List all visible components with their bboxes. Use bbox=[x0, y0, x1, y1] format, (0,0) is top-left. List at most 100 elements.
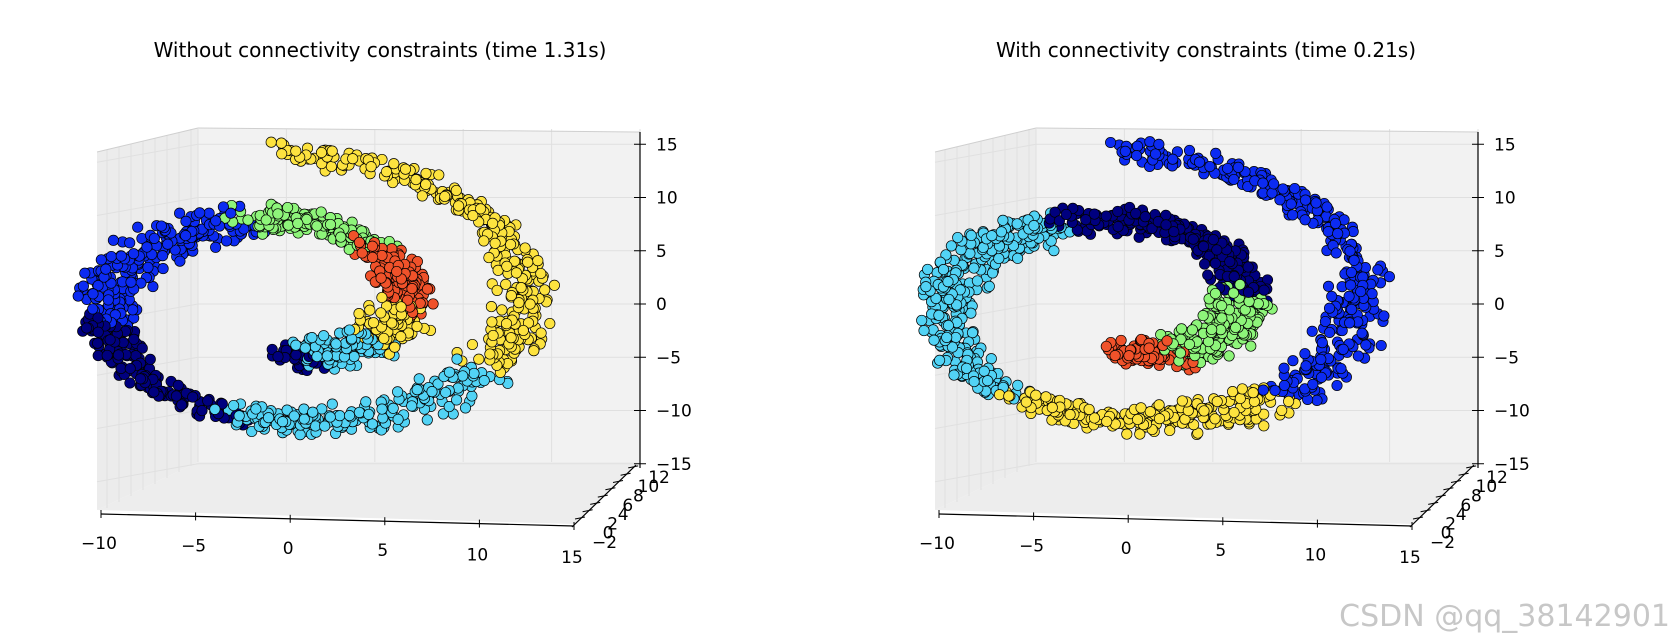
data-point bbox=[1134, 428, 1146, 440]
data-point bbox=[467, 210, 479, 222]
data-point bbox=[1160, 219, 1172, 231]
z-tick-label: −15 bbox=[656, 455, 692, 475]
data-point bbox=[315, 206, 327, 218]
data-point bbox=[347, 153, 359, 165]
x-tick-label: 10 bbox=[1305, 546, 1327, 566]
data-point bbox=[1228, 406, 1240, 419]
data-point bbox=[180, 215, 192, 227]
data-point bbox=[971, 275, 983, 287]
data-point bbox=[392, 413, 404, 425]
data-point bbox=[421, 414, 433, 426]
data-point bbox=[326, 145, 338, 157]
data-point bbox=[1139, 211, 1151, 223]
data-point bbox=[1209, 257, 1221, 269]
data-point bbox=[918, 325, 930, 337]
data-point bbox=[1175, 323, 1188, 335]
data-point bbox=[174, 255, 186, 267]
data-point bbox=[487, 329, 499, 342]
data-point bbox=[375, 272, 387, 284]
data-point bbox=[148, 386, 160, 398]
data-point bbox=[1346, 303, 1358, 315]
data-point bbox=[966, 327, 979, 339]
y-tick-label: 6 bbox=[1460, 496, 1471, 516]
data-point bbox=[389, 341, 401, 353]
data-point bbox=[353, 406, 365, 418]
data-point bbox=[1003, 390, 1015, 402]
data-point bbox=[1322, 280, 1335, 292]
data-point bbox=[1161, 335, 1173, 347]
x-axis-line bbox=[100, 513, 575, 527]
x-axis-line bbox=[938, 513, 1413, 527]
data-point bbox=[1121, 428, 1133, 440]
grid-line-z-side bbox=[934, 197, 1037, 216]
x-tick-label: 0 bbox=[283, 539, 294, 559]
data-point bbox=[1283, 395, 1295, 407]
data-point bbox=[1216, 300, 1228, 312]
data-point bbox=[1306, 325, 1318, 337]
y-tick bbox=[1420, 509, 1431, 513]
data-point bbox=[496, 304, 508, 316]
data-point bbox=[1080, 214, 1092, 226]
data-point bbox=[539, 284, 551, 296]
y-tick bbox=[1428, 501, 1439, 505]
data-point bbox=[532, 255, 544, 267]
data-point bbox=[360, 396, 372, 408]
data-point bbox=[1100, 210, 1112, 222]
data-point bbox=[1378, 310, 1390, 322]
data-point bbox=[157, 263, 169, 275]
pane-edge bbox=[197, 127, 641, 133]
data-point bbox=[1209, 413, 1221, 425]
data-point bbox=[1211, 244, 1223, 256]
data-point bbox=[292, 217, 304, 229]
data-point bbox=[519, 242, 531, 254]
data-point bbox=[453, 200, 465, 212]
data-point bbox=[468, 367, 480, 379]
data-point bbox=[1132, 413, 1144, 426]
x-tick-label: 15 bbox=[561, 548, 583, 568]
x-tick-label: −10 bbox=[919, 534, 955, 554]
grid-line-z-side bbox=[96, 410, 199, 429]
data-point bbox=[985, 353, 997, 365]
grid-line-z-side bbox=[96, 143, 199, 163]
data-point bbox=[1316, 337, 1328, 349]
data-point bbox=[965, 307, 977, 319]
data-point bbox=[443, 401, 455, 413]
data-point bbox=[1345, 266, 1357, 278]
data-point bbox=[170, 390, 182, 402]
data-point bbox=[916, 314, 928, 326]
data-point bbox=[1310, 197, 1322, 209]
data-point bbox=[1183, 338, 1196, 350]
y-tick-label: 12 bbox=[1486, 468, 1508, 488]
data-point bbox=[933, 309, 945, 321]
data-point bbox=[459, 402, 472, 414]
data-point bbox=[426, 386, 438, 398]
y-tick bbox=[582, 509, 593, 513]
data-point bbox=[196, 405, 208, 417]
y-tick-label: 4 bbox=[1456, 505, 1467, 525]
data-point bbox=[1083, 403, 1095, 415]
data-point bbox=[217, 201, 229, 213]
z-tick-label: −5 bbox=[1494, 348, 1519, 368]
data-point bbox=[318, 330, 330, 342]
data-point bbox=[128, 248, 140, 260]
y-tick-label: 8 bbox=[633, 487, 644, 507]
x-tick-label: 0 bbox=[1121, 539, 1132, 559]
y-tick bbox=[1458, 472, 1469, 476]
data-point bbox=[1372, 264, 1384, 276]
data-point bbox=[1278, 362, 1290, 374]
data-point bbox=[993, 389, 1006, 401]
data-point bbox=[246, 425, 258, 438]
data-point bbox=[365, 161, 377, 173]
data-point bbox=[1028, 220, 1040, 232]
data-point bbox=[968, 376, 980, 388]
data-point bbox=[1227, 287, 1240, 299]
data-point bbox=[1287, 209, 1299, 221]
data-point bbox=[1186, 324, 1198, 336]
floor-pane bbox=[97, 462, 640, 524]
y-tick-label: 2 bbox=[607, 514, 618, 534]
data-point bbox=[290, 349, 302, 361]
data-point bbox=[1202, 269, 1214, 281]
data-point bbox=[478, 375, 490, 387]
pane-edge bbox=[1035, 127, 1479, 133]
data-point bbox=[101, 349, 113, 361]
